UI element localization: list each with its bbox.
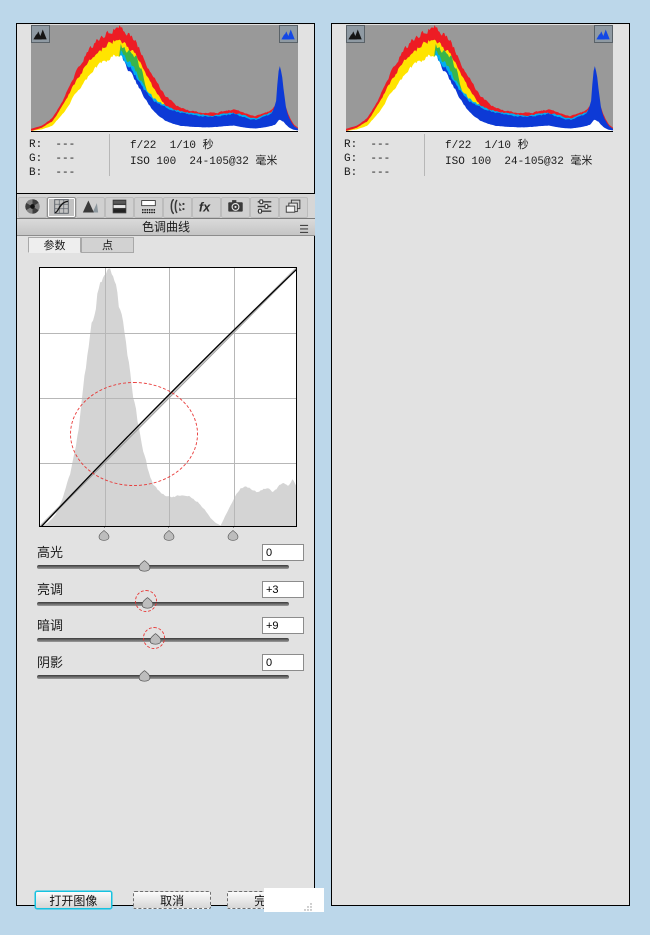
svg-text:fx: fx (199, 200, 211, 215)
